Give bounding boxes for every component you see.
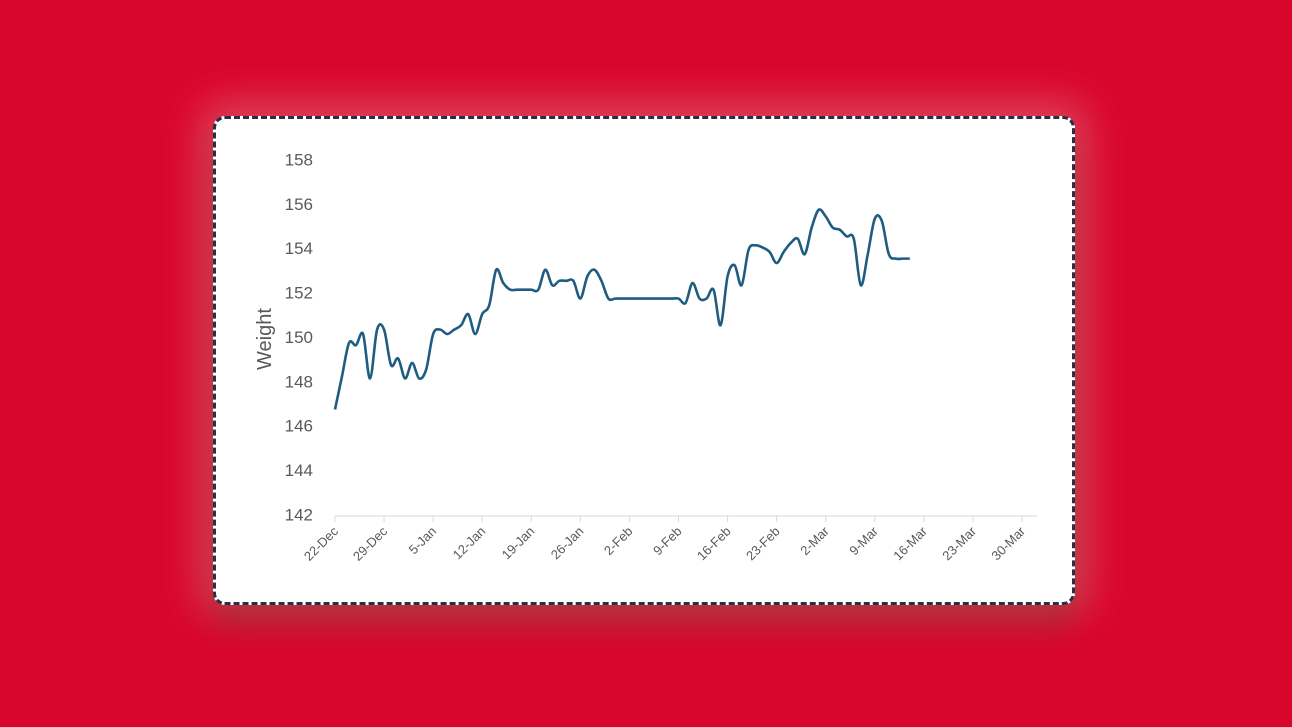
x-tick-label: 9-Feb [650,524,685,559]
y-tick-label: 144 [285,461,313,480]
y-tick-label: 158 [285,150,313,169]
x-tick-label: 29-Dec [350,523,391,564]
x-tick-label: 2-Mar [797,523,832,558]
x-tick-label: 12-Jan [450,524,489,563]
y-tick-label: 152 [285,284,313,303]
x-tick-label: 2-Feb [601,524,636,559]
x-tick-label: 23-Feb [743,524,783,564]
y-axis-title: Weight [254,308,276,370]
x-tick-label: 16-Mar [890,523,930,563]
x-tick-label: 26-Jan [548,524,587,563]
x-tick-label: 9-Mar [846,523,881,558]
x-tick-label: 5-Jan [406,524,440,558]
x-tick-label: 19-Jan [499,524,538,563]
x-tick-label: 16-Feb [694,524,734,564]
y-tick-label: 146 [285,417,313,436]
y-tick-label: 154 [285,239,313,258]
x-tick-label: 22-Dec [301,523,342,564]
data-line [333,208,910,410]
x-tick-label: 23-Mar [939,523,979,563]
y-tick-label: 150 [285,328,313,347]
x-tick-label: 30-Mar [988,523,1028,563]
y-tick-label: 148 [285,372,313,391]
chart-card [213,116,1075,605]
y-tick-label: 142 [285,505,313,524]
y-tick-label: 156 [285,195,313,214]
